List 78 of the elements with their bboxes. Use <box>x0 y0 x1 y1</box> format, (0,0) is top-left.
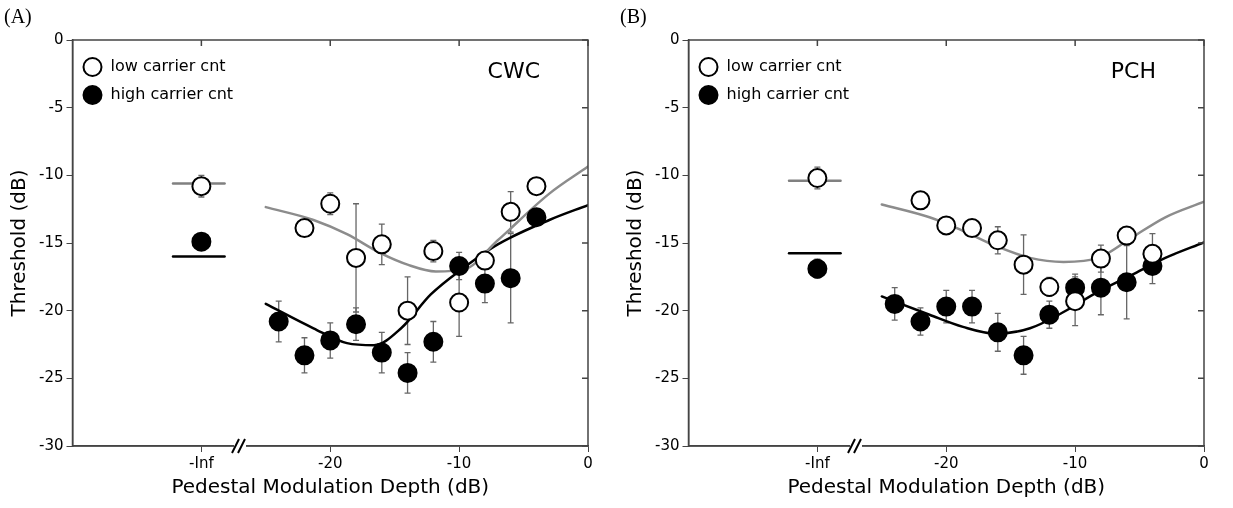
x-tick-label: -Inf <box>805 453 831 472</box>
point <box>1142 243 1163 264</box>
annotation: PCH <box>1110 57 1156 83</box>
x-axis-title: Pedestal Modulation Depth (dB) <box>787 474 1106 499</box>
point <box>423 241 444 262</box>
legend-label: high carrier cnt <box>110 84 234 104</box>
y-tick-label: -15 <box>39 232 64 251</box>
point <box>346 247 367 268</box>
x-tick-label: -20 <box>318 453 343 472</box>
y-tick-label: -25 <box>39 368 64 387</box>
point <box>397 362 418 383</box>
y-tick-label: -25 <box>655 368 680 387</box>
chart-title: (B) <box>620 5 647 29</box>
point <box>397 300 418 321</box>
point <box>500 201 521 222</box>
y-tick-label: -20 <box>39 300 64 319</box>
x-tick-label: -20 <box>934 453 959 472</box>
legend-label: low carrier cnt <box>726 56 842 76</box>
point <box>910 190 931 211</box>
point <box>423 331 444 352</box>
point <box>346 314 367 335</box>
y-tick-label: -10 <box>39 165 64 184</box>
x-tick-label: -Inf <box>189 453 215 472</box>
point <box>1013 254 1034 275</box>
point <box>1116 272 1137 293</box>
y-axis-title: Threshold (dB) <box>6 169 31 318</box>
point <box>449 292 470 313</box>
legend-label: high carrier cnt <box>726 84 850 104</box>
y-axis-title: Threshold (dB) <box>622 169 647 318</box>
x-tick-label: 0 <box>1199 453 1209 472</box>
x-tick-label: -10 <box>446 453 472 472</box>
point <box>807 168 828 189</box>
point <box>910 311 931 332</box>
point <box>1039 304 1060 325</box>
point <box>191 231 212 252</box>
x-tick-label: -10 <box>1062 453 1088 472</box>
point <box>371 342 392 363</box>
point <box>294 218 315 239</box>
point <box>987 230 1008 251</box>
y-tick-label: -20 <box>655 300 680 319</box>
x-axis-title: Pedestal Modulation Depth (dB) <box>171 474 490 499</box>
y-tick-label: 0 <box>53 29 64 48</box>
x-tick-label: 0 <box>583 453 593 472</box>
point <box>987 322 1008 343</box>
y-tick-label: -15 <box>655 232 680 251</box>
point <box>884 293 905 314</box>
annotation: CWC <box>487 57 540 83</box>
chart-title: (A) <box>4 5 32 29</box>
point <box>1065 291 1086 312</box>
y-tick-label: -5 <box>664 97 680 116</box>
point <box>294 345 315 366</box>
point <box>1116 225 1137 246</box>
y-tick-label: -30 <box>655 435 680 454</box>
point <box>191 176 212 197</box>
point <box>320 193 341 214</box>
y-tick-label: -10 <box>655 165 680 184</box>
point <box>526 176 547 197</box>
point <box>474 273 495 294</box>
y-tick-label: 0 <box>669 29 680 48</box>
point <box>449 256 470 277</box>
point <box>1039 276 1060 297</box>
point <box>474 250 495 271</box>
point <box>962 218 983 239</box>
point <box>268 311 289 332</box>
point <box>1090 277 1111 298</box>
point <box>1013 345 1034 366</box>
point <box>962 296 983 317</box>
point <box>526 207 547 228</box>
point <box>500 268 521 289</box>
point <box>807 258 828 279</box>
point <box>1090 248 1111 269</box>
point <box>320 330 341 351</box>
point <box>936 296 957 317</box>
y-tick-label: -30 <box>39 435 64 454</box>
legend-label: low carrier cnt <box>110 56 226 76</box>
y-tick-label: -5 <box>48 97 64 116</box>
point <box>371 234 392 255</box>
point <box>936 215 957 236</box>
